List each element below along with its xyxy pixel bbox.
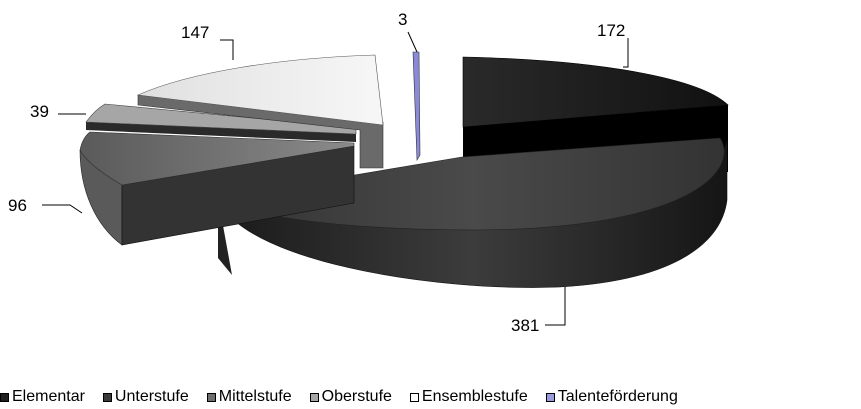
legend-item-ensemblestufe: Ensemblestufe	[409, 388, 528, 406]
leader-ensemblestufe	[220, 39, 234, 60]
legend-label-elementar: Elementar	[12, 388, 85, 405]
legend-label-ensemblestufe: Ensemblestufe	[421, 388, 528, 405]
slice-talentefoerderung	[412, 51, 421, 162]
legend-label-unterstufe: Unterstufe	[114, 388, 189, 405]
legend-label-talentefoerderung: Talenteförderung	[557, 388, 678, 405]
slice-ensemblestufe-top	[136, 54, 384, 126]
legend: Elementar Unterstufe Mittelstufe Oberstu…	[0, 386, 861, 408]
slice-elementar-top	[462, 56, 729, 128]
legend-item-unterstufe: Unterstufe	[102, 388, 189, 406]
legend-item-talentefoerderung: Talenteförderung	[545, 388, 678, 406]
leader-elementar	[623, 38, 629, 68]
legend-item-oberstufe: Oberstufe	[309, 388, 392, 406]
slice-ensemblestufe	[136, 54, 384, 169]
leader-unterstufe	[545, 287, 566, 326]
legend-label-mittelstufe: Mittelstufe	[218, 388, 292, 405]
label-mittelstufe: 96	[8, 196, 27, 215]
leader-lines	[42, 31, 629, 326]
slice-mittelstufe	[79, 131, 355, 246]
legend-swatch-talentefoerderung	[545, 392, 555, 402]
legend-swatch-unterstufe	[102, 392, 112, 402]
label-unterstufe: 381	[511, 316, 539, 335]
slice-mittelstufe-top	[79, 131, 355, 186]
legend-swatch-oberstufe	[309, 392, 319, 402]
legend-label-oberstufe: Oberstufe	[321, 388, 392, 405]
slice-oberstufe-side	[86, 122, 356, 142]
label-elementar: 172	[597, 21, 625, 40]
slice-talent-top	[412, 51, 421, 162]
legend-item-elementar: Elementar	[0, 388, 85, 406]
label-oberstufe: 39	[30, 102, 49, 121]
label-ensemblestufe: 147	[181, 23, 209, 42]
label-talent: 3	[398, 10, 407, 29]
legend-swatch-ensemblestufe	[409, 392, 419, 402]
legend-swatch-elementar	[0, 392, 9, 402]
legend-swatch-mittelstufe	[206, 392, 216, 402]
leader-talent	[407, 31, 418, 53]
leader-mittelstufe	[42, 204, 83, 214]
legend-item-mittelstufe: Mittelstufe	[206, 388, 292, 406]
